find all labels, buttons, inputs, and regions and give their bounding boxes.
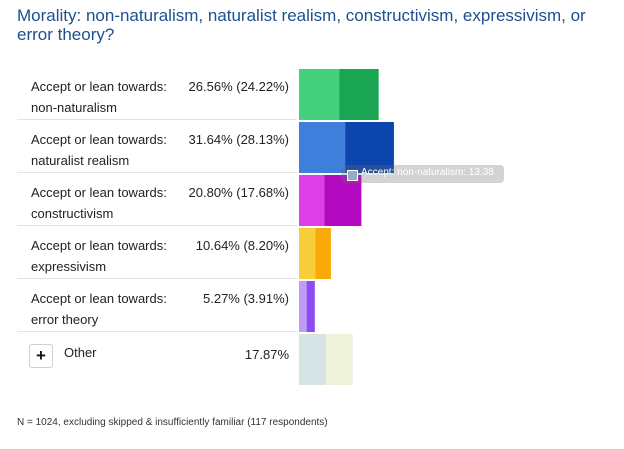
row-value: 10.64% (8.20%) xyxy=(195,238,289,253)
expand-plus-icon[interactable]: + xyxy=(29,344,53,368)
row-label: Accept or lean towards: naturalist reali… xyxy=(31,129,191,171)
bar-error-theory-accept[interactable] xyxy=(299,281,307,332)
row-label-line2: error theory xyxy=(31,312,99,327)
row-label: Accept or lean towards: expressivism xyxy=(31,235,191,277)
bar-naturalist-realism-lean-towards[interactable] xyxy=(345,122,394,173)
row-value: 31.64% (28.13%) xyxy=(188,132,289,147)
row-value: 5.27% (3.91%) xyxy=(203,291,289,306)
row-label-line1: Accept or lean towards: xyxy=(31,79,167,94)
bar-constructivism-accept[interactable] xyxy=(299,175,325,226)
row-naturalist-realism: Accept or lean towards: naturalist reali… xyxy=(17,120,297,173)
row-label-line2: non-naturalism xyxy=(31,100,117,115)
row-label-line1: Accept or lean towards: xyxy=(31,291,167,306)
bar-non-naturalism-accept[interactable] xyxy=(299,69,340,120)
bar-expressivism-accept[interactable] xyxy=(299,228,316,279)
row-expressivism: Accept or lean towards: expressivism 10.… xyxy=(17,226,297,279)
bar-other-segment[interactable] xyxy=(325,334,353,385)
row-label-line2: naturalist realism xyxy=(31,153,130,168)
row-label-line2: constructivism xyxy=(31,206,114,221)
row-constructivism: Accept or lean towards: constructivism 2… xyxy=(17,173,297,226)
bar-error-theory-lean-towards[interactable] xyxy=(306,281,315,332)
tooltip-swatch-icon xyxy=(347,170,358,181)
row-value: 20.80% (17.68%) xyxy=(188,185,289,200)
row-label-line1: Accept or lean towards: xyxy=(31,132,167,147)
row-label: Accept or lean towards: error theory xyxy=(31,288,191,330)
bar-expressivism-lean-towards[interactable] xyxy=(315,228,331,279)
row-non-naturalism: Accept or lean towards: non-naturalism 2… xyxy=(17,67,297,120)
other-label: Other xyxy=(64,345,97,360)
bar-constructivism-lean-towards[interactable] xyxy=(324,175,362,226)
other-value: 17.87% xyxy=(244,347,289,362)
row-label: Accept or lean towards: non-naturalism xyxy=(31,76,191,118)
bar-naturalist-realism-accept[interactable] xyxy=(299,122,346,173)
bar-non-naturalism-lean-towards[interactable] xyxy=(339,69,379,120)
row-label-line2: expressivism xyxy=(31,259,107,274)
chart-title: Morality: non-naturalism, naturalist rea… xyxy=(17,6,586,44)
row-value: 26.56% (24.22%) xyxy=(188,79,289,94)
row-label-line1: Accept or lean towards: xyxy=(31,238,167,253)
row-label-line1: Accept or lean towards: xyxy=(31,185,167,200)
row-other[interactable]: + Other 17.87% xyxy=(17,332,297,384)
tooltip-text: Accept: non-naturalism: 13.38 xyxy=(361,167,494,178)
footnote: N = 1024, excluding skipped & insufficie… xyxy=(17,417,328,428)
row-error-theory: Accept or lean towards: error theory 5.2… xyxy=(17,279,297,332)
row-label: Accept or lean towards: constructivism xyxy=(31,182,191,224)
hover-tooltip: Accept: non-naturalism: 13.38 xyxy=(341,165,504,183)
